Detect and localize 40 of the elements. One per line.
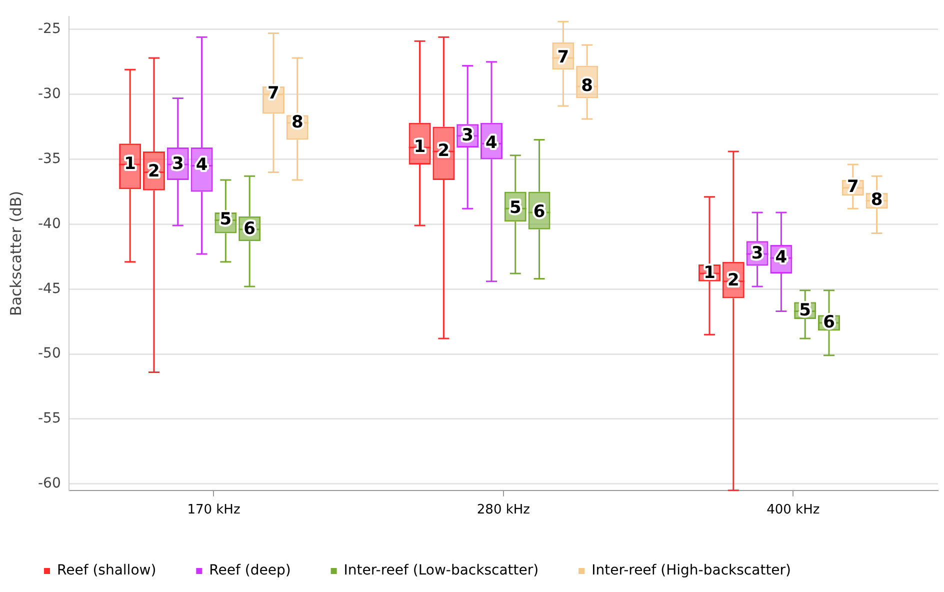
text: 2 xyxy=(438,140,450,161)
legend-label: Reef (deep) xyxy=(209,562,291,579)
x-tick-label: 170 kHz xyxy=(187,502,240,518)
text: 7 xyxy=(557,47,570,68)
y-tick-label: -35 xyxy=(38,150,61,167)
text: 2 xyxy=(148,162,160,182)
text: 5 xyxy=(799,300,812,321)
y-tick-label: -40 xyxy=(38,216,61,232)
text: 8 xyxy=(870,190,883,210)
legend-label: Inter-reef (Low-backscatter) xyxy=(344,562,539,579)
text: 6 xyxy=(244,218,256,239)
legend-label: Inter-reef (High-backscatter) xyxy=(592,562,792,579)
text: 1 xyxy=(704,262,716,283)
y-tick-label: -60 xyxy=(38,476,61,492)
text: 3 xyxy=(462,125,474,146)
text: 4 xyxy=(775,247,788,268)
text: 8 xyxy=(291,112,304,132)
text: 5 xyxy=(220,210,232,230)
y-tick-label: -50 xyxy=(38,346,61,362)
legend-label: Reef (shallow) xyxy=(57,562,156,579)
text: 4 xyxy=(486,133,498,154)
text: 6 xyxy=(533,202,546,222)
text: 1 xyxy=(414,136,426,157)
text: 5 xyxy=(509,198,522,218)
text: 4 xyxy=(196,155,208,176)
y-tick-label: -45 xyxy=(38,280,61,297)
y-tick-label: -55 xyxy=(38,410,61,427)
text: 3 xyxy=(751,243,764,264)
y-tick-label: -25 xyxy=(38,21,61,38)
text: 3 xyxy=(172,154,184,174)
text: 6 xyxy=(823,312,835,332)
text: 8 xyxy=(581,76,594,96)
y-axis-title: Backscatter (dB) xyxy=(6,190,25,316)
y-tick-label: -30 xyxy=(38,86,61,102)
text: 7 xyxy=(846,177,859,198)
x-tick-label: 400 kHz xyxy=(766,502,820,518)
text: 2 xyxy=(727,270,740,291)
x-tick-label: 280 kHz xyxy=(476,502,530,518)
text: 7 xyxy=(268,84,280,104)
text: 1 xyxy=(124,154,136,174)
